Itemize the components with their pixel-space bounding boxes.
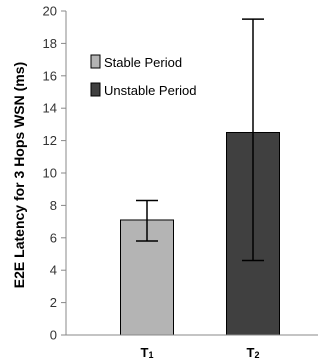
y-tick-label: 20 <box>43 4 57 19</box>
category-label-2: T2 <box>247 345 260 360</box>
y-tick-label: 8 <box>50 198 57 213</box>
x-axis-categories: T1 T2 <box>141 345 260 360</box>
y-tick-label: 16 <box>43 68 57 83</box>
error-bar-1 <box>136 199 158 242</box>
legend-label-1: Stable Period <box>104 55 182 70</box>
y-tick-label: 4 <box>50 263 57 278</box>
error-bar-2 <box>242 18 264 262</box>
bars <box>120 18 280 336</box>
y-axis-label: E2E Latency for 3 Hops WSN (ms) <box>11 62 27 288</box>
y-tick-label: 0 <box>50 328 57 343</box>
y-tick-label: 6 <box>50 230 57 245</box>
y-tick-label: 10 <box>43 166 57 181</box>
category-label-1: T1 <box>141 345 154 360</box>
y-axis-ticks: 0 2 4 6 8 10 12 14 16 18 20 <box>43 4 66 343</box>
y-tick-label: 2 <box>50 295 57 310</box>
legend-swatch-2 <box>90 82 101 97</box>
y-tick-label: 14 <box>43 101 57 116</box>
legend: Stable Period Unstable Period <box>90 54 197 98</box>
y-tick-label: 12 <box>43 133 57 148</box>
legend-label-2: Unstable Period <box>104 83 197 98</box>
legend-swatch-1 <box>90 54 101 69</box>
y-tick-label: 18 <box>43 36 57 51</box>
